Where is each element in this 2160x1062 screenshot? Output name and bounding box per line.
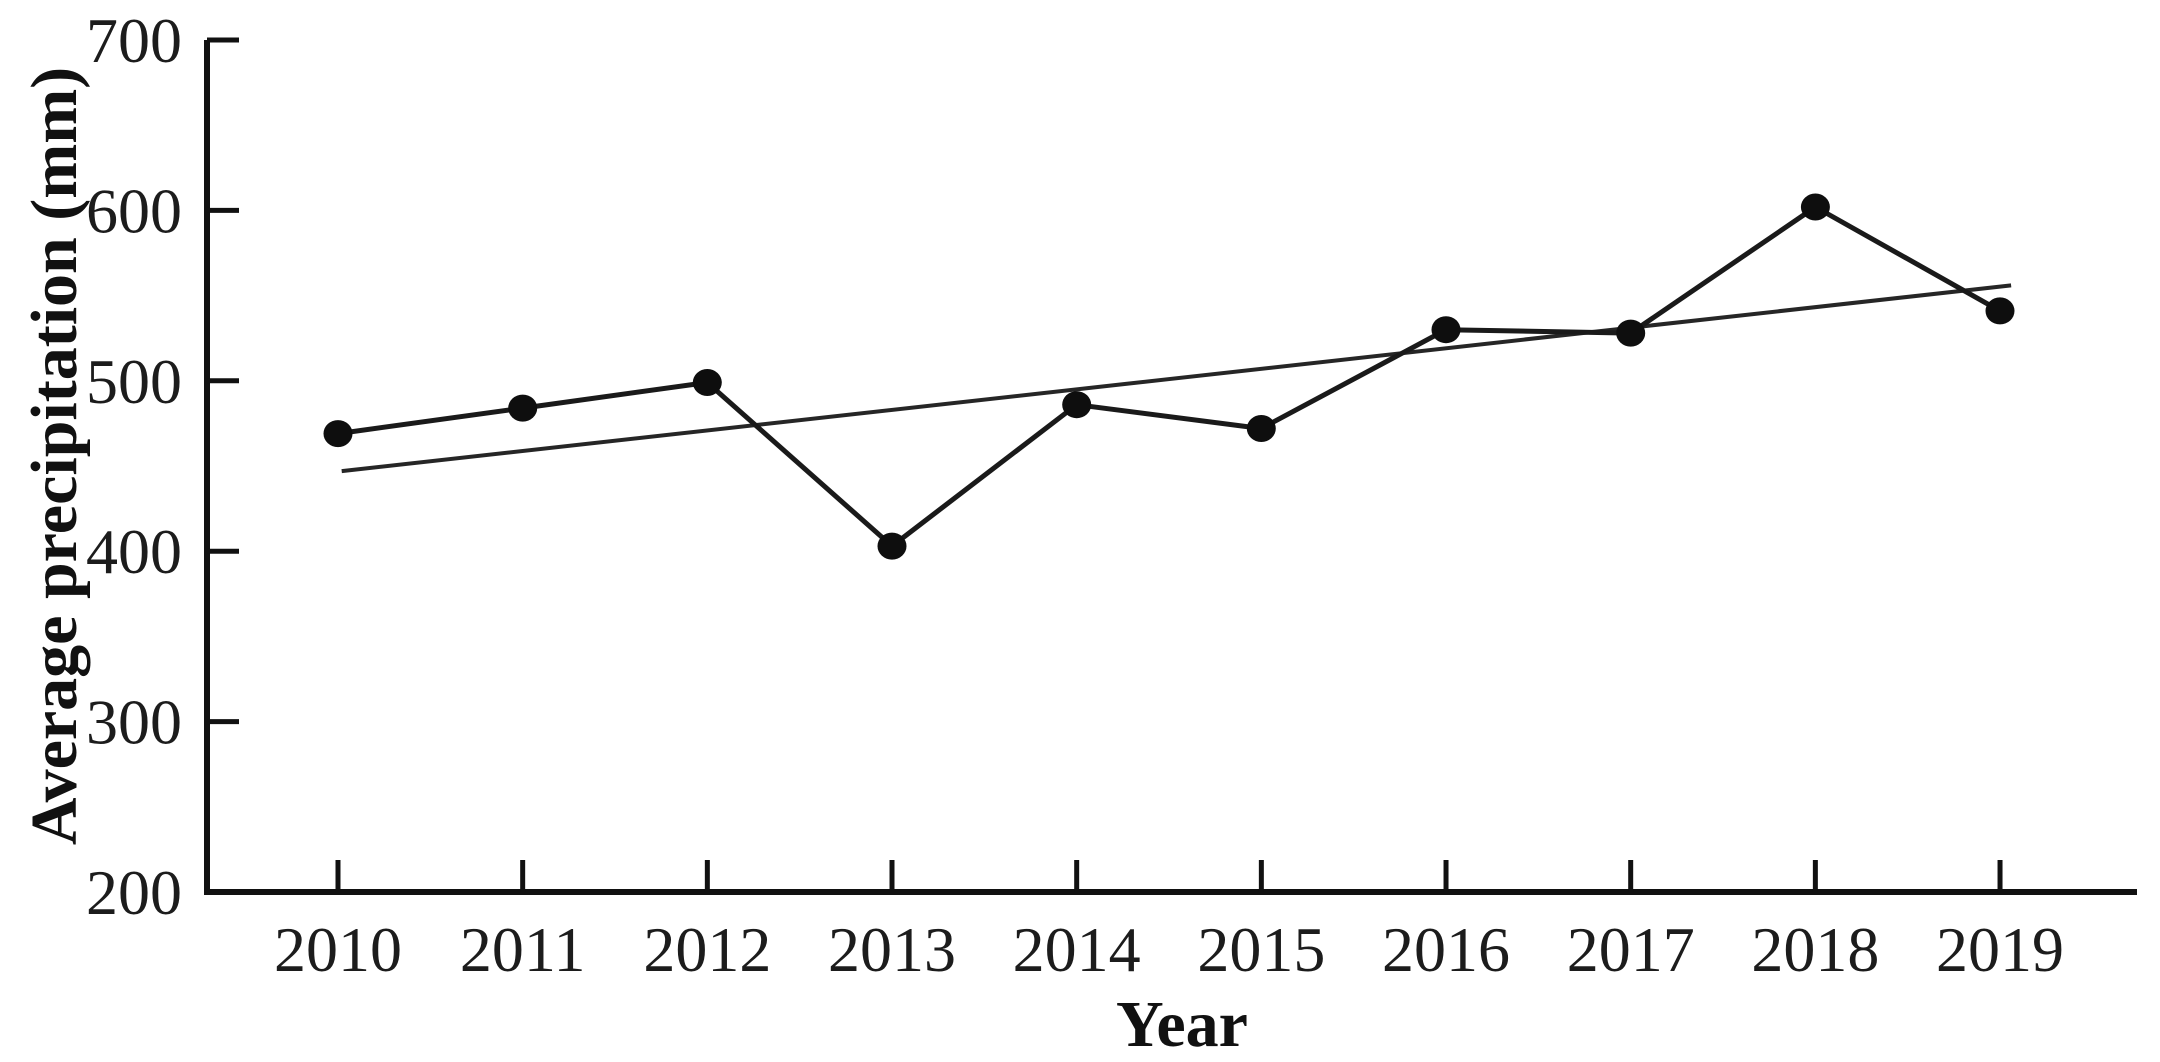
data-point-2014	[1062, 391, 1092, 419]
x-tick-label-2019: 2019	[1936, 914, 2064, 985]
x-tick-label-2011: 2011	[460, 914, 586, 985]
series-layer	[323, 193, 2015, 560]
y-tick-label-600: 600	[86, 175, 182, 246]
tick-labels-layer: 200 300 400 500 600 700 2010 2011 2012 2013 2014 20…	[86, 5, 2064, 985]
y-tick-label-700: 700	[86, 5, 182, 76]
ticks-layer	[207, 37, 2003, 892]
data-point-2012	[692, 369, 722, 396]
data-point-2015	[1246, 415, 1276, 442]
data-point-2019	[1985, 297, 2015, 325]
x-tick-label-2016: 2016	[1382, 914, 1510, 985]
axes-layer	[204, 40, 2137, 895]
y-tick-label-400: 400	[86, 516, 182, 587]
data-point-2010	[323, 420, 353, 448]
x-tick-label-2012: 2012	[643, 914, 771, 985]
axis-spine	[204, 40, 2137, 895]
x-tick-label-2017: 2017	[1567, 914, 1695, 985]
x-tick-label-2015: 2015	[1197, 914, 1325, 985]
data-point-2016	[1431, 316, 1461, 344]
y-axis-title: Average precipitation (mm)	[18, 67, 91, 845]
y-tick-label-300: 300	[86, 687, 182, 758]
y-tick-label-200: 200	[86, 857, 182, 928]
data-point-2013	[877, 532, 907, 560]
data-line-annual-average-precipitation	[335, 204, 2003, 549]
y-tick-label-500: 500	[86, 346, 182, 417]
data-point-2018	[1800, 193, 1830, 221]
trend-line	[341, 283, 2012, 474]
data-point-2017	[1616, 319, 1646, 347]
x-axis-title: Year	[1116, 988, 1248, 1061]
data-point-2011	[508, 394, 538, 422]
x-tick-label-2013: 2013	[828, 914, 956, 985]
x-tick-label-2018: 2018	[1751, 914, 1879, 985]
x-tick-label-2010: 2010	[274, 914, 402, 985]
x-tick-label-2014: 2014	[1013, 914, 1141, 985]
